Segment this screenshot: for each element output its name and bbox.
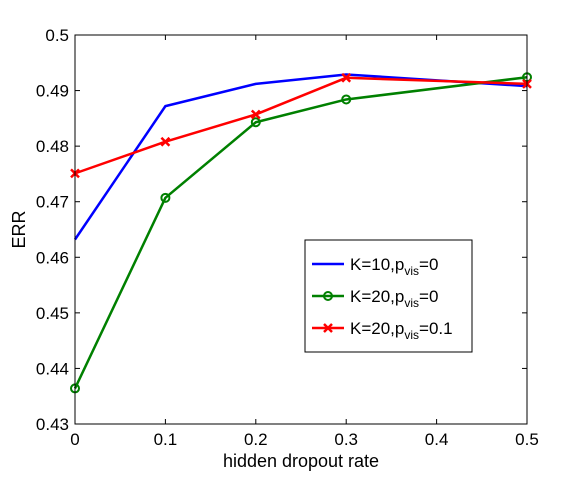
legend: K=10,pvis=0 K=20,pvis=0 K=20,pvis=0.1 — [304, 239, 473, 353]
y-tick-label: 0.5 — [45, 26, 69, 45]
legend-label: K=20,pvis=0 — [350, 287, 438, 310]
legend-marker — [323, 291, 333, 301]
data-point — [250, 109, 261, 120]
series-line — [73, 73, 528, 241]
y-tick-label: 0.45 — [36, 304, 69, 323]
data-point — [341, 94, 352, 105]
y-tick-label: 0.44 — [36, 359, 69, 378]
ticks-layer: 0 0.1 0.2 0.3 0.4 0.5 0.43 0.44 0.45 0.46 0.47 0.48… — [36, 26, 539, 449]
series-line — [73, 75, 528, 389]
legend-item: K=10,pvis=0 — [312, 255, 438, 278]
data-point — [250, 117, 261, 128]
x-tick-label: 0 — [70, 430, 79, 449]
y-axis-label: ERR — [9, 210, 29, 248]
legend-marker — [323, 323, 333, 333]
x-tick-label: 0.3 — [334, 430, 358, 449]
data-point — [341, 72, 352, 83]
data-point-stroke — [160, 136, 171, 147]
data-point — [160, 136, 171, 147]
y-tick-label: 0.49 — [36, 82, 69, 101]
y-tick-label: 0.48 — [36, 137, 69, 156]
legend-item: K=20,pvis=0 — [312, 287, 438, 310]
legend-marker-stroke — [323, 323, 333, 333]
legend-label: K=20,pvis=0.1 — [350, 319, 453, 342]
data-point — [160, 192, 171, 203]
x-tick-label: 0.4 — [425, 430, 449, 449]
data-point-stroke — [341, 72, 352, 83]
x-axis-label: hidden dropout rate — [223, 451, 379, 471]
data-point-stroke — [250, 109, 261, 120]
x-tick-label: 0.2 — [244, 430, 268, 449]
x-tick-label: 0.1 — [154, 430, 178, 449]
x-tick-label: 0.5 — [515, 430, 539, 449]
plot-area-frame — [74, 34, 528, 425]
legend-label: K=10,pvis=0 — [350, 255, 438, 278]
legend-item: K=20,pvis=0.1 — [312, 319, 453, 342]
y-tick-label: 0.43 — [36, 415, 69, 434]
y-tick-label: 0.47 — [36, 193, 69, 212]
series-1 — [73, 73, 528, 241]
y-tick-label: 0.46 — [36, 248, 69, 267]
